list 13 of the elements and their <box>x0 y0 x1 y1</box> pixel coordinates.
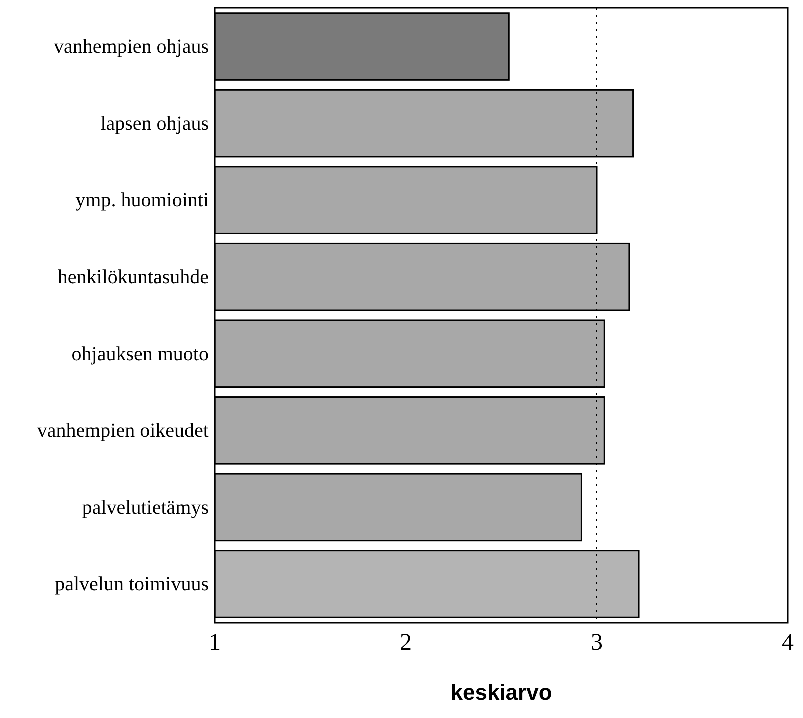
x-tick-label: 3 <box>591 630 603 656</box>
x-axis-title: keskiarvo <box>450 680 552 705</box>
y-tick-label: ohjauksen muoto <box>72 343 209 366</box>
y-tick-label: vanhempien ohjaus <box>54 36 210 58</box>
y-tick-label: henkilökuntasuhde <box>58 266 210 289</box>
y-tick-label: lapsen ohjaus <box>100 112 210 135</box>
x-tick-label: 2 <box>400 630 412 656</box>
x-tick-label: 1 <box>209 630 221 656</box>
x-tick-label: 4 <box>782 630 794 656</box>
y-tick-label: palvelun toimivuus <box>55 574 210 596</box>
y-tick-label: ymp. huomiointi <box>76 190 210 212</box>
y-tick-label: vanhempien oikeudet <box>37 420 210 442</box>
y-tick-label: palvelutietämys <box>82 496 210 519</box>
